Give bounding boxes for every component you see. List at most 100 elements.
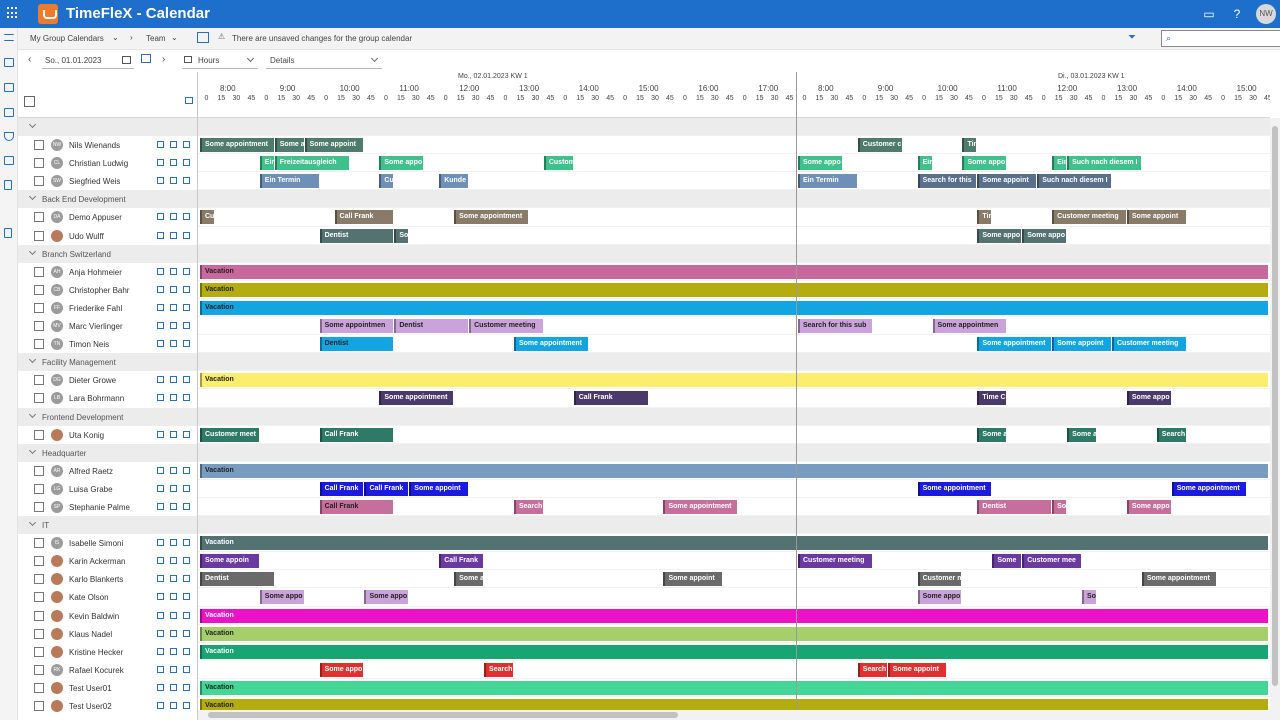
- group-header[interactable]: Facility Management: [18, 353, 197, 372]
- appointment[interactable]: Some appointment: [513, 337, 588, 352]
- details-icon[interactable]: [183, 702, 190, 709]
- appointment[interactable]: Search: [484, 662, 513, 677]
- appointment[interactable]: Customer meet: [200, 427, 259, 442]
- chat-icon[interactable]: [157, 303, 164, 311]
- appointment[interactable]: So: [1082, 590, 1096, 605]
- chat-icon[interactable]: [157, 593, 164, 601]
- appointment[interactable]: Call Frank: [319, 499, 394, 514]
- appointment[interactable]: Custom: [543, 156, 573, 171]
- chat-icon[interactable]: [157, 141, 164, 149]
- appointment[interactable]: Call Frank: [319, 427, 394, 442]
- team-selector[interactable]: Team: [146, 34, 166, 43]
- row-checkbox[interactable]: [34, 230, 44, 241]
- resource-row[interactable]: Test User01: [18, 679, 197, 697]
- appointment[interactable]: Cu: [379, 174, 394, 189]
- calendar-icon[interactable]: [170, 629, 177, 637]
- appointment[interactable]: Search: [857, 662, 887, 677]
- scroll-thumb[interactable]: [1272, 126, 1278, 686]
- appointment[interactable]: Call Frank: [319, 481, 364, 496]
- chat-icon[interactable]: [157, 466, 164, 474]
- appointment[interactable]: Call Frank: [364, 481, 409, 496]
- appointment[interactable]: Some appo: [1126, 499, 1171, 514]
- details-icon[interactable]: [183, 177, 190, 185]
- appointment[interactable]: Vacation: [200, 463, 1268, 478]
- chevron-down-icon[interactable]: [28, 247, 37, 255]
- details-icon[interactable]: [183, 285, 190, 293]
- appointment[interactable]: Search: [1156, 427, 1186, 442]
- appointment[interactable]: Some appoint: [887, 662, 947, 677]
- appointment[interactable]: Some appoin: [200, 554, 259, 569]
- appointment[interactable]: So: [1052, 499, 1067, 514]
- appointment[interactable]: Customer c: [857, 138, 902, 153]
- chat-icon[interactable]: ▭: [1203, 7, 1215, 21]
- group-header[interactable]: Headquarter: [18, 443, 197, 462]
- chat-icon[interactable]: [157, 702, 164, 709]
- calendar-icon[interactable]: [170, 665, 177, 673]
- calendar-icon[interactable]: [170, 593, 177, 601]
- appointment[interactable]: Tir: [977, 210, 992, 225]
- chat-icon[interactable]: [157, 647, 164, 655]
- row-checkbox[interactable]: [34, 646, 44, 657]
- resource-row[interactable]: AR Alfred Raetz: [18, 462, 197, 480]
- details-icon[interactable]: [183, 647, 190, 655]
- list-options-icon[interactable]: [185, 97, 193, 104]
- chat-icon[interactable]: [157, 159, 164, 167]
- resource-row[interactable]: SP Stephanie Palme: [18, 498, 197, 516]
- select-all-checkbox[interactable]: [24, 96, 35, 107]
- resource-row[interactable]: IS Isabelle Simoni: [18, 534, 197, 552]
- details-icon[interactable]: [183, 430, 190, 438]
- appointment[interactable]: Vacation: [200, 699, 1268, 713]
- appointment[interactable]: Such nach diesem I: [1037, 174, 1111, 189]
- appointment[interactable]: Dentist: [200, 572, 274, 587]
- appointment[interactable]: Dentist: [319, 228, 394, 243]
- group-header[interactable]: Branch Switzerland: [18, 244, 197, 263]
- user-avatar[interactable]: NW: [1256, 4, 1276, 24]
- chat-icon[interactable]: [157, 484, 164, 492]
- resource-row[interactable]: DA Demo Appuser: [18, 208, 197, 226]
- chat-icon[interactable]: [157, 430, 164, 438]
- appointment[interactable]: Some appointment: [379, 391, 454, 406]
- appointment[interactable]: Search for this sub: [798, 319, 872, 334]
- calendar-icon[interactable]: [170, 394, 177, 402]
- appointment[interactable]: Dentist: [394, 319, 469, 334]
- calendar-icon[interactable]: [170, 322, 177, 330]
- appointment[interactable]: Some appoint: [304, 138, 364, 153]
- row-checkbox[interactable]: [34, 158, 44, 169]
- appointment[interactable]: Vacation: [200, 373, 1268, 388]
- calendar-icon[interactable]: [170, 340, 177, 348]
- row-checkbox[interactable]: [34, 574, 44, 585]
- resource-row[interactable]: Kate Olson: [18, 588, 197, 606]
- chevron-down-icon[interactable]: ⌄: [112, 33, 119, 42]
- details-icon[interactable]: [183, 394, 190, 402]
- row-checkbox[interactable]: [34, 538, 44, 549]
- appointment[interactable]: Some appo: [1126, 391, 1171, 406]
- resource-row[interactable]: CL Christian Ludwig: [18, 154, 197, 172]
- appointment[interactable]: Freizeitausgleich: [274, 156, 349, 171]
- resource-row[interactable]: Kristine Hecker: [18, 643, 197, 661]
- details-icon[interactable]: [183, 303, 190, 311]
- row-checkbox[interactable]: [34, 375, 44, 386]
- app-launcher-icon[interactable]: [7, 7, 19, 19]
- appointment[interactable]: Some appo: [364, 590, 409, 605]
- appointment[interactable]: Tim: [962, 138, 977, 153]
- chevron-down-icon[interactable]: [28, 193, 37, 201]
- details-icon[interactable]: [183, 557, 190, 565]
- group-calendar-icon[interactable]: [4, 156, 14, 165]
- appointment[interactable]: Some appoint: [1052, 337, 1111, 352]
- chevron-down-icon[interactable]: [28, 519, 37, 527]
- calendar-icon[interactable]: [170, 303, 177, 311]
- appointment[interactable]: Customer meeting: [1052, 210, 1126, 225]
- resource-row[interactable]: Klaus Nadel: [18, 625, 197, 643]
- details-icon[interactable]: [183, 340, 190, 348]
- chevron-down-icon[interactable]: [28, 446, 37, 454]
- details-icon[interactable]: [183, 267, 190, 275]
- appointment[interactable]: Call Frank: [334, 210, 394, 225]
- group-header[interactable]: Back End Development: [18, 190, 197, 209]
- details-icon[interactable]: [183, 665, 190, 673]
- appointment[interactable]: Vacation: [200, 282, 1268, 297]
- previous-icon[interactable]: ‹: [28, 54, 32, 65]
- save-calendar-icon[interactable]: [197, 32, 209, 43]
- row-checkbox[interactable]: [34, 465, 44, 476]
- details-icon[interactable]: [183, 466, 190, 474]
- calendar-icon[interactable]: [170, 466, 177, 474]
